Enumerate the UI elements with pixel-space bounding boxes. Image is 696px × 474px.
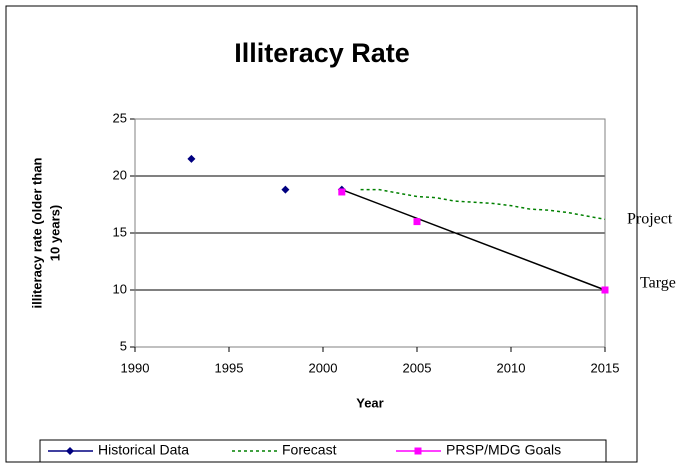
chart-border [5,5,638,463]
series-line [360,188,606,221]
x-axis-title: Year [356,395,383,410]
legend-label: PRSP/MDG Goals [446,442,561,458]
trend-line [341,188,606,291]
marker [281,185,290,194]
annotation: Project [627,211,673,228]
y-tick-label: 15 [113,224,127,239]
annotation: Targe [640,275,676,292]
marker [601,286,609,294]
marker [414,447,422,455]
x-tick-label: 2015 [591,360,620,375]
x-tick-label: 2010 [497,360,526,375]
marker [66,447,74,455]
y-axis-title: 10 years) [47,205,62,261]
marker [413,218,421,226]
legend-label: Forecast [282,442,337,458]
y-tick-label: 10 [113,281,127,296]
x-tick-label: 1990 [121,360,150,375]
legend [39,439,607,463]
y-tick-label: 20 [113,167,127,182]
plot-area [134,118,606,348]
y-tick-label: 25 [113,110,127,125]
x-tick-label: 2000 [309,360,338,375]
chart-title: Illiteracy Rate [234,38,410,68]
x-tick-label: 1995 [215,360,244,375]
y-axis-title: illiteracy rate (older than [29,157,44,308]
marker [187,154,196,163]
legend-label: Historical Data [98,442,189,458]
x-tick-label: 2005 [403,360,432,375]
marker [338,188,346,196]
y-tick-label: 5 [120,338,127,353]
